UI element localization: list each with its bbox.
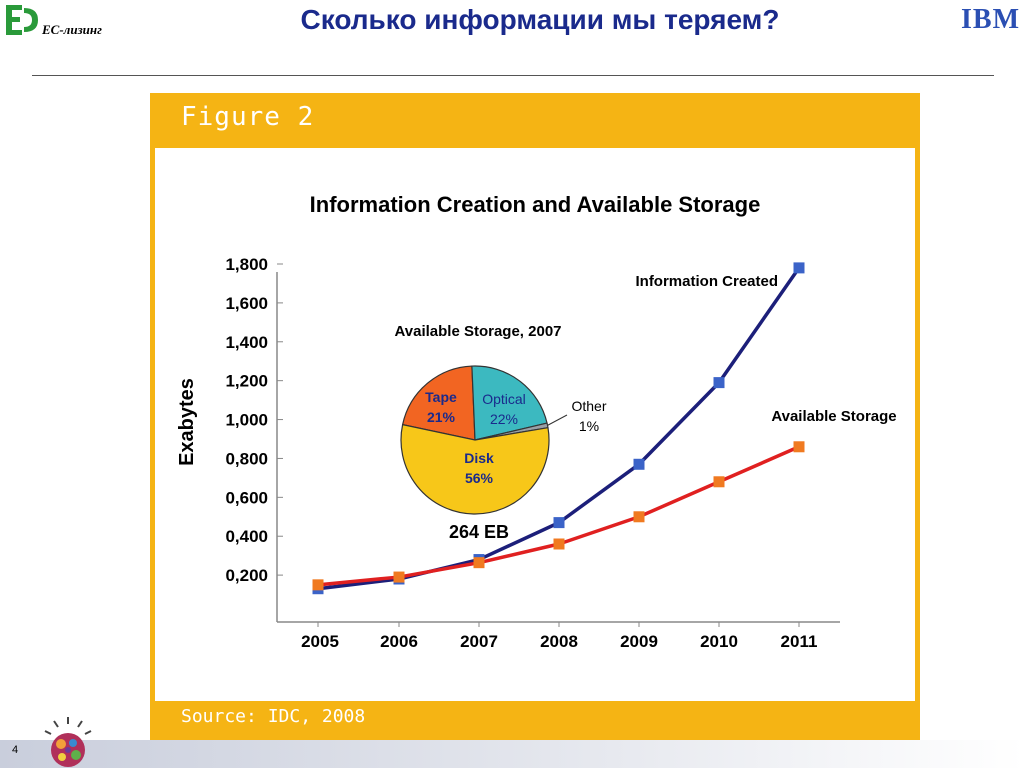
data-point xyxy=(312,579,324,591)
y-tick-label: 1,600 xyxy=(225,294,268,313)
pie-slice-value: 21% xyxy=(427,409,456,425)
pie-leader-line xyxy=(547,414,568,426)
y-tick-label: 1,800 xyxy=(225,255,268,274)
data-point xyxy=(633,511,645,523)
data-point xyxy=(473,557,485,569)
pie-slice-name: Optical xyxy=(482,391,526,407)
figure-label: Figure 2 xyxy=(181,102,315,132)
title-divider xyxy=(32,75,994,76)
pie-slice xyxy=(400,423,550,515)
pie-title: Available Storage, 2007 xyxy=(394,323,561,340)
inset-pie-chart: Available Storage, 2007 Tape 21% Optical 22%… xyxy=(394,323,606,542)
data-point xyxy=(793,441,805,453)
pie-total-label: 264 EB xyxy=(449,522,509,542)
y-tick-label: 0,400 xyxy=(225,527,268,546)
data-point xyxy=(713,476,725,488)
x-tick-label: 2010 xyxy=(700,632,738,651)
series-label: Available Storage xyxy=(771,408,896,425)
y-tick-label: 0,600 xyxy=(225,488,268,507)
pie-slice xyxy=(401,365,476,441)
pie-slice-value: 22% xyxy=(490,411,518,427)
y-tick-label: 0,800 xyxy=(225,449,268,468)
y-tick-label: 1,200 xyxy=(225,372,268,391)
slide-title: Сколько информации мы теряем? xyxy=(300,4,780,35)
y-axis-label: Exabytes xyxy=(176,378,198,466)
company-logo: ЕС-лизинг xyxy=(2,2,152,38)
pie-slice xyxy=(471,365,548,441)
data-point xyxy=(393,571,405,583)
series-label: Information Created xyxy=(635,273,778,290)
data-point xyxy=(633,458,645,470)
pie-slice-name: Tape xyxy=(425,389,457,405)
smarter-planet-icon xyxy=(44,717,92,767)
x-tick-label: 2008 xyxy=(540,632,578,651)
data-point xyxy=(793,262,805,274)
ibm-logo: IBM xyxy=(961,4,1020,35)
footer-bar xyxy=(0,740,1024,768)
x-tick-label: 2007 xyxy=(460,632,498,651)
figure-source: Source: IDC, 2008 xyxy=(181,706,366,727)
series-layer: Information Created Available Storage xyxy=(312,262,897,595)
company-logo-icon xyxy=(6,5,38,35)
y-tick-label: 1,000 xyxy=(225,411,268,430)
x-tick-label: 2006 xyxy=(380,632,418,651)
pie-slice-name: Other xyxy=(571,398,606,414)
data-point xyxy=(553,517,565,529)
y-tick-label: 0,200 xyxy=(225,566,268,585)
series-line xyxy=(317,445,800,587)
y-tick-label: 1,400 xyxy=(225,333,268,352)
axes: 0,200 0,400 0,600 0,800 1,000 1,200 1,400 1,600… xyxy=(225,255,840,651)
page-number: 4 xyxy=(12,744,19,756)
pie-slice-name: Disk xyxy=(464,450,494,466)
data-point xyxy=(713,377,725,389)
x-tick-label: 2009 xyxy=(620,632,658,651)
x-tick-label: 2011 xyxy=(781,632,818,651)
data-point xyxy=(553,538,565,550)
company-name: ЕС-лизинг xyxy=(42,22,102,37)
x-tick-label: 2005 xyxy=(301,632,339,651)
pie-slice-value: 1% xyxy=(579,418,599,434)
pie-slice-value: 56% xyxy=(465,470,494,486)
chart-title: Information Creation and Available Stora… xyxy=(310,192,761,217)
